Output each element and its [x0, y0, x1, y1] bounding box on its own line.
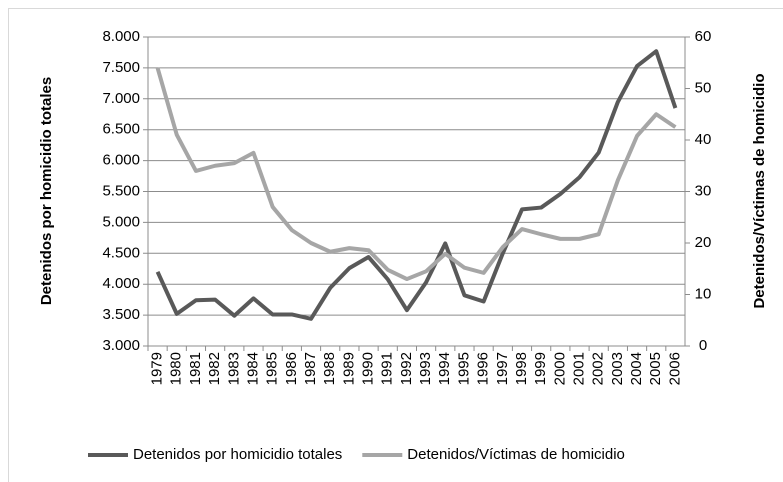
x-tick-label: 1996 [475, 352, 492, 385]
y-tick-label: 5.000 [102, 213, 140, 230]
legend-label: Detenidos/Víctimas de homicidio [407, 446, 625, 463]
y-tick-label: 6.000 [102, 152, 140, 169]
x-tick-label: 1981 [187, 352, 204, 385]
x-tick-label: 2004 [628, 352, 645, 385]
y-axis-title: Detenidos por homicidio totales [38, 77, 55, 305]
x-tick-label: 2002 [590, 352, 607, 385]
y2-tick-label: 40 [695, 131, 712, 148]
x-tick-label: 1991 [379, 352, 396, 385]
legend-label: Detenidos por homicidio totales [133, 446, 342, 463]
x-tick-label: 1992 [398, 352, 415, 385]
x-tick-label: 1979 [149, 352, 166, 385]
y-tick-label: 7.000 [102, 90, 140, 107]
x-tick-label: 1993 [417, 352, 434, 385]
y2-tick-label: 60 [695, 28, 712, 45]
x-tick-label: 1986 [283, 352, 300, 385]
x-tick-label: 1990 [360, 352, 377, 385]
x-tick-label: 1988 [321, 352, 338, 385]
y2-tick-label: 50 [695, 79, 712, 96]
x-tick-label: 1994 [436, 352, 453, 385]
y-tick-label: 6.500 [102, 121, 140, 138]
y-tick-label: 8.000 [102, 28, 140, 45]
y2-tick-label: 10 [695, 285, 712, 302]
series-line [155, 49, 678, 321]
x-tick-label: 1998 [513, 352, 530, 385]
x-tick-label: 1984 [244, 352, 261, 385]
y-tick-label: 4.000 [102, 275, 140, 292]
y-tick-label: 7.500 [102, 59, 140, 76]
x-tick-label: 1995 [455, 352, 472, 385]
y-tick-label: 3.000 [102, 337, 140, 354]
x-tick-label: 2005 [647, 352, 664, 385]
x-tick-label: 1980 [168, 352, 185, 385]
x-tick-label: 1989 [340, 352, 357, 385]
series-line [155, 67, 677, 282]
x-tick-label: 2006 [666, 352, 683, 385]
y2-tick-label: 20 [695, 234, 712, 251]
x-tick-label: 1982 [206, 352, 223, 385]
x-tick-label: 2003 [609, 352, 626, 385]
x-tick-label: 1987 [302, 352, 319, 385]
x-tick-label: 1997 [494, 352, 511, 385]
chart-border [8, 8, 783, 482]
x-tick-label: 1999 [532, 352, 549, 385]
y2-tick-label: 0 [699, 337, 707, 354]
y2-axis-title: Detenidos/Víctimas de homicidio [751, 73, 768, 308]
y-tick-label: 5.500 [102, 182, 140, 199]
y-tick-label: 3.500 [102, 306, 140, 323]
x-tick-label: 2001 [570, 352, 587, 385]
y-tick-label: 4.500 [102, 244, 140, 261]
x-tick-label: 1985 [264, 352, 281, 385]
x-tick-label: 1983 [225, 352, 242, 385]
x-tick-label: 2000 [551, 352, 568, 385]
y2-tick-label: 30 [695, 182, 712, 199]
